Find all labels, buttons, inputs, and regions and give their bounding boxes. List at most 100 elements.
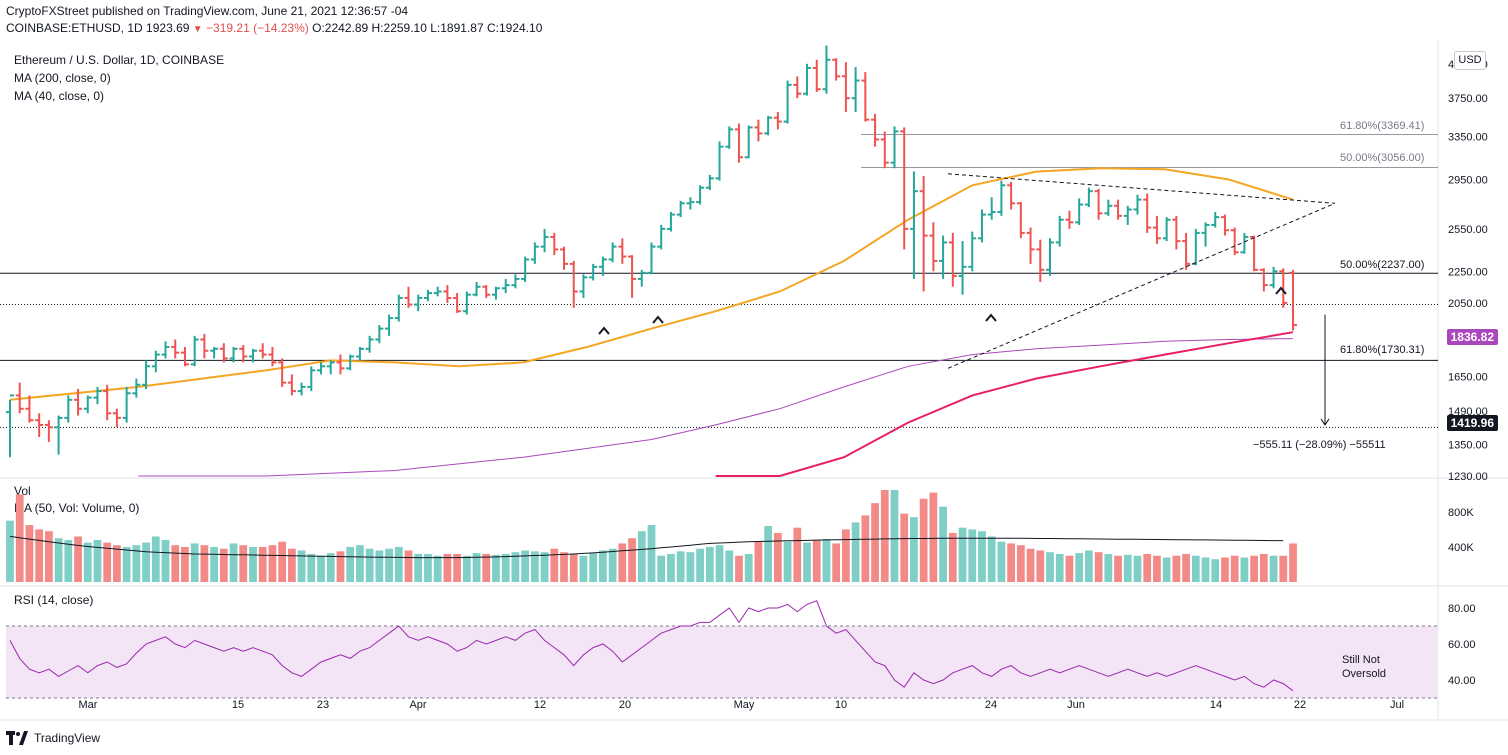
price-tick-label: 2250.00 — [1448, 266, 1488, 278]
ohlc-bar — [103, 384, 112, 421]
volume-bar — [715, 545, 724, 582]
time-tick-label: May — [734, 699, 755, 711]
ohlc-bar — [1269, 266, 1278, 289]
ohlc-bar — [317, 362, 326, 375]
volume-bar — [900, 513, 909, 582]
ohlc-bar — [871, 113, 880, 147]
volume-bar — [326, 553, 335, 582]
volume-bar — [171, 545, 180, 582]
fib-label-50-top: 50.00%(3056.00) — [1340, 152, 1424, 164]
price-tick-label: 1230.00 — [1448, 471, 1488, 483]
ohlc-bar — [948, 232, 957, 287]
ohlc-bar — [171, 339, 180, 359]
time-tick-label: 14 — [1210, 699, 1222, 711]
ohlc-bar — [764, 115, 773, 136]
ohlc-bar — [1152, 215, 1161, 244]
ohlc-bar — [1016, 202, 1025, 239]
ma40-legend[interactable]: MA (40, close, 0) — [14, 89, 105, 103]
ohlc-bar — [1055, 215, 1064, 247]
volume-bar — [1104, 553, 1113, 582]
ohlc-bar — [832, 58, 841, 81]
ohlc-bar — [977, 209, 986, 243]
ohlc-bar — [560, 246, 569, 270]
volume-bar — [93, 539, 102, 582]
ohlc-bar — [1046, 238, 1055, 276]
rsi-note-line2: Oversold — [1342, 668, 1386, 680]
ohlc-bar — [696, 185, 705, 205]
ma200-legend[interactable]: MA (200, close, 0) — [14, 71, 111, 85]
ohlc-bar — [93, 386, 102, 405]
ohlc-bar — [997, 180, 1006, 216]
ohlc-bar — [754, 119, 763, 142]
volume-ma-legend[interactable]: MA (50, Vol: Volume, 0) — [14, 501, 140, 515]
symbol-label: COINBASE:ETHUSD, 1D — [6, 21, 143, 35]
volume-bar — [1250, 555, 1259, 582]
time-tick-label: 12 — [534, 699, 546, 711]
fib-label-61-top: 61.80%(3369.41) — [1340, 120, 1424, 132]
ohlc-bar — [861, 72, 870, 122]
ohlc-bar — [1211, 212, 1220, 228]
price-bars — [6, 45, 1297, 458]
volume-bar — [122, 546, 131, 582]
rsi-pane — [6, 600, 1437, 699]
ohlc-bar — [355, 346, 364, 361]
volume-bar — [472, 553, 481, 582]
currency-button[interactable]: USD — [1454, 51, 1486, 70]
ohlc-bar — [598, 256, 607, 276]
volume-bar — [628, 538, 636, 582]
current-price-label: 1836.82 — [1446, 329, 1498, 345]
time-tick-label: Jul — [1390, 699, 1404, 711]
ohlc-bar — [725, 126, 734, 149]
price-tick-label: 2950.00 — [1448, 175, 1488, 187]
rsi-legend[interactable]: RSI (14, close) — [14, 593, 94, 607]
ohlc-bar — [336, 354, 345, 375]
ohlc-bar — [929, 222, 938, 272]
ohlc-bar — [744, 125, 753, 159]
ohlc-bar — [1279, 268, 1288, 308]
ohlc-bar — [939, 235, 948, 279]
volume-bar — [997, 541, 1006, 582]
volume-bar — [1191, 555, 1200, 582]
ohlc-bar — [1172, 215, 1181, 250]
ohlc-bar — [919, 176, 928, 292]
volume-bar — [1269, 555, 1278, 582]
ohlc-bar — [618, 238, 627, 264]
publisher-line: CryptoFXStreet published on TradingView.… — [6, 4, 409, 18]
volume-bar — [356, 545, 364, 582]
volume-bar — [851, 522, 860, 582]
ohlc-bar — [1133, 194, 1142, 215]
time-tick-label: Mar — [79, 699, 98, 711]
volume-bar — [229, 543, 238, 582]
ohlc-bar — [657, 224, 666, 250]
time-tick-label: 15 — [232, 699, 244, 711]
volume-bar — [890, 490, 899, 582]
triangle-upper-line — [947, 173, 1336, 204]
volume-bar — [1289, 543, 1297, 582]
volume-bar — [579, 555, 588, 582]
fib-levels — [0, 133, 1438, 428]
ohlc-bar — [180, 346, 189, 367]
ohlc-bar — [414, 294, 423, 312]
volume-bar — [1036, 550, 1045, 582]
ohlc-bar — [773, 112, 782, 130]
volume-bar — [939, 506, 947, 582]
ohlc-bar — [6, 394, 14, 458]
volume-bar — [161, 539, 170, 582]
volume-bar — [1240, 557, 1249, 582]
volume-bar — [1075, 553, 1084, 582]
volume-bar — [336, 551, 345, 582]
volume-bar — [744, 553, 753, 582]
volume-bar — [637, 531, 646, 582]
ohlc-bar — [783, 80, 792, 124]
price-tick-label: 3750.00 — [1448, 93, 1488, 105]
volume-bar — [783, 541, 792, 582]
volume-bar — [1230, 555, 1239, 582]
rsi-band — [6, 626, 1437, 698]
ohlc-bar — [987, 197, 996, 220]
fib-label-50-mid: 50.00%(2237.00) — [1340, 259, 1424, 271]
footer[interactable]: TradingView — [6, 731, 100, 745]
price-tick-label: 2550.00 — [1448, 224, 1488, 236]
ohlc-bar — [550, 232, 559, 256]
chart-title[interactable]: Ethereum / U.S. Dollar, 1D, COINBASE — [14, 53, 225, 67]
